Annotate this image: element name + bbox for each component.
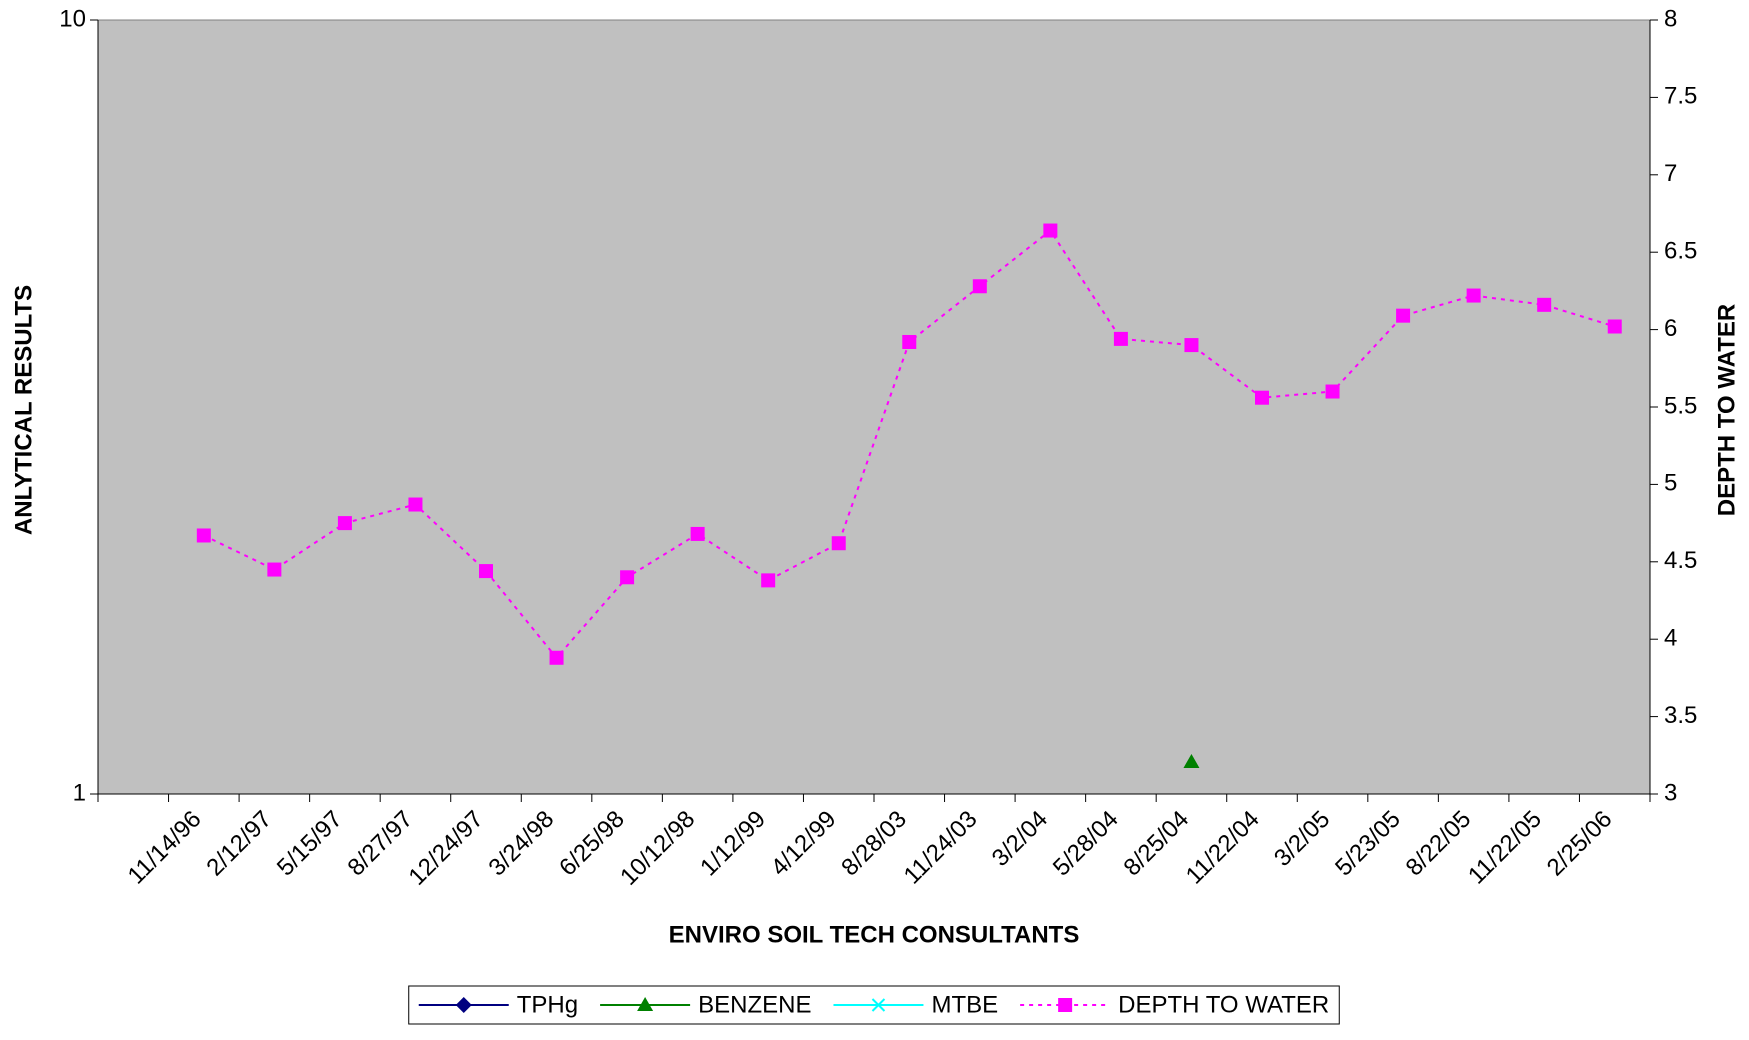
y2-tick-label: 6 [1664,315,1677,342]
data-point [690,526,705,541]
x-tick-label: 4/12/99 [766,806,842,882]
y2-tick-label: 6.5 [1664,238,1697,265]
data-point [337,516,352,531]
data-point [1537,297,1552,312]
data-point [972,279,987,294]
legend: TPHg BENZENE MTBE DEPTH TO WATER [408,985,1340,1025]
data-point [1396,308,1411,323]
data-point [267,562,282,577]
x-tick-label: 12/24/97 [404,806,489,891]
legend-marker [455,997,472,1013]
data-point [1607,319,1622,334]
data-point [831,536,846,551]
data-point [1466,288,1481,303]
legend-label: BENZENE [698,991,811,1018]
legend-label: DEPTH TO WATER [1118,991,1329,1018]
legend-marker [1058,998,1073,1012]
y-axis-title: ANLYTICAL RESULTS [10,285,37,535]
y-tick-label: 10 [59,5,86,32]
y2-tick-label: 3 [1664,779,1677,806]
x-tick-label: 5/23/05 [1330,806,1406,882]
x-tick-label: 11/24/03 [899,806,983,890]
data-point [408,497,423,512]
x-tick-label: 2/12/97 [201,806,277,882]
x-tick-label: 3/24/98 [484,806,560,882]
x-tick-label: 1/12/99 [695,806,771,882]
data-point [1113,331,1128,346]
y2-tick-label: 5 [1664,470,1677,497]
y2-tick-label: 8 [1664,5,1677,32]
data-point [1183,753,1200,768]
data-point [479,564,493,579]
x-tick-label: 11/22/04 [1181,806,1265,890]
x-tick-label: 5/15/97 [272,806,348,882]
x-tick-label: 5/28/04 [1048,806,1124,882]
data-point [1255,390,1269,405]
y2-tick-label: 7 [1664,160,1677,187]
data-point [1325,384,1340,399]
data-point [1043,223,1058,238]
data-point [902,334,917,349]
y2-tick-label: 3.5 [1664,702,1697,729]
x-tick-label: 2/25/06 [1542,806,1618,882]
y-tick-label: 1 [73,779,86,806]
legend-label: TPHg [517,991,578,1018]
x-tick-label: 3/2/04 [987,806,1053,872]
legend-marker [637,997,654,1011]
legend-marker [871,998,886,1012]
data-point [196,528,211,543]
y2-axis-title: DEPTH TO WATER [1713,304,1740,516]
plot-area [97,19,1651,795]
x-tick-label: 11/22/05 [1463,806,1547,890]
y2-tick-label: 5.5 [1664,392,1697,419]
x-tick-label: 3/2/05 [1269,806,1335,872]
y2-tick-label: 7.5 [1664,83,1697,110]
x-tick-label: 11/14/96 [123,806,207,890]
x-tick-label: 10/12/98 [615,806,700,891]
data-point [549,650,564,665]
legend-label: MTBE [931,991,998,1018]
y2-tick-label: 4 [1664,625,1677,652]
data-point [620,570,635,585]
data-point [1184,338,1199,353]
y2-tick-label: 4.5 [1664,547,1697,574]
x-axis-title: ENVIRO SOIL TECH CONSULTANTS [669,921,1080,948]
data-point [761,573,776,588]
